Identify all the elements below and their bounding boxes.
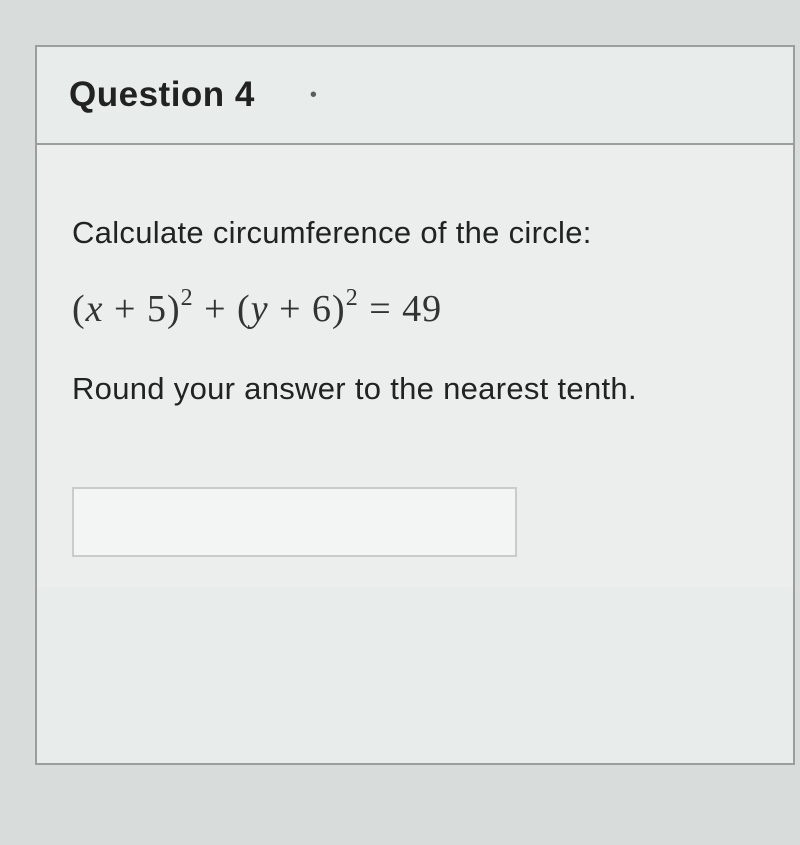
question-header: Question 4 •: [37, 47, 793, 145]
question-prompt: Calculate circumference of the circle:: [72, 215, 758, 251]
round-instruction: Round your answer to the nearest tenth.: [72, 371, 758, 407]
question-marker-icon: •: [310, 84, 317, 107]
eq-rhs: 49: [402, 288, 442, 330]
question-equation: (x + 5)2 + (y + 6)2 = 49: [72, 287, 758, 331]
question-panel: Question 4 • Calculate circumference of …: [35, 45, 795, 765]
question-body: Calculate circumference of the circle: (…: [37, 145, 793, 587]
question-title: Question 4: [69, 75, 255, 115]
eq-y-shift: 6: [312, 288, 332, 330]
answer-input[interactable]: [72, 487, 517, 557]
eq-x-shift: 5: [147, 288, 167, 330]
